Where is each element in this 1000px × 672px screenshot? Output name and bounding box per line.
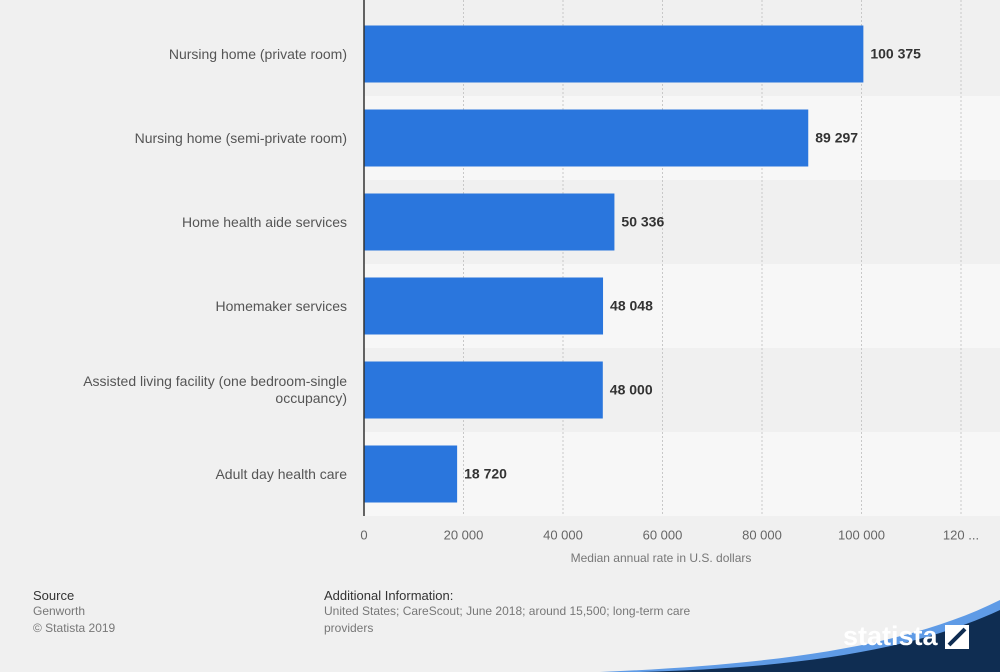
- bar: [364, 361, 603, 419]
- y-tick-label: Homemaker services: [215, 297, 347, 314]
- y-tick-label: Home health aide services: [182, 213, 347, 230]
- bar: [364, 193, 615, 251]
- bar: [364, 445, 458, 503]
- category-label-box: Nursing home (semi-private room): [134, 129, 347, 146]
- x-tick-label: 0: [360, 527, 367, 542]
- data-label: 48 048: [610, 298, 653, 314]
- y-tick-label: Nursing home (semi-private room): [134, 129, 347, 146]
- data-label: 89 297: [815, 130, 858, 146]
- data-label: 18 720: [464, 466, 507, 482]
- bar: [364, 25, 864, 83]
- x-tick-label: 40 000: [543, 527, 583, 542]
- x-tick-label: 20 000: [444, 527, 484, 542]
- bar: [364, 277, 604, 335]
- source: Genworth: [33, 604, 86, 618]
- y-tick-label: Nursing home (private room): [168, 45, 347, 62]
- x-tick-label: 80 000: [742, 527, 782, 542]
- source-title: Source: [33, 588, 75, 603]
- logo-text: statista: [843, 621, 939, 651]
- bar: [364, 109, 809, 167]
- info-title: Additional Information:: [324, 588, 454, 603]
- logo-icon-mark: [947, 627, 967, 647]
- x-tick-label: 60 000: [643, 527, 683, 542]
- data-label: 100 375: [870, 46, 921, 62]
- plot: 0 20 000 40 000 60 000 80 000 100 000 120 ... 1…: [83, 0, 1000, 542]
- category-label-box: Assisted living facility (one bedroom-si…: [83, 373, 347, 406]
- category-label-box: Home health aide services: [182, 213, 347, 230]
- info: United States; CareScout; June 2018; aro…: [324, 604, 691, 635]
- data-label: 48 000: [610, 382, 653, 398]
- category-label-box: Homemaker services: [215, 297, 347, 314]
- logo-wave: [640, 610, 1000, 672]
- category-label-box: Adult day health care: [215, 465, 347, 482]
- y-tick-label: Adult day health care: [215, 465, 347, 482]
- x-axis-label: Median annual rate in U.S. dollars: [571, 551, 752, 565]
- row-background: [364, 432, 1000, 516]
- y-tick-label: Assisted living facility (one bedroom-si…: [83, 373, 347, 406]
- x-tick-label: 100 000: [838, 527, 885, 542]
- data-label: 50 336: [621, 214, 664, 230]
- category-label-box: Nursing home (private room): [168, 45, 347, 62]
- copyright: © Statista 2019: [33, 621, 116, 635]
- x-tick-label: 120 ...: [943, 527, 979, 542]
